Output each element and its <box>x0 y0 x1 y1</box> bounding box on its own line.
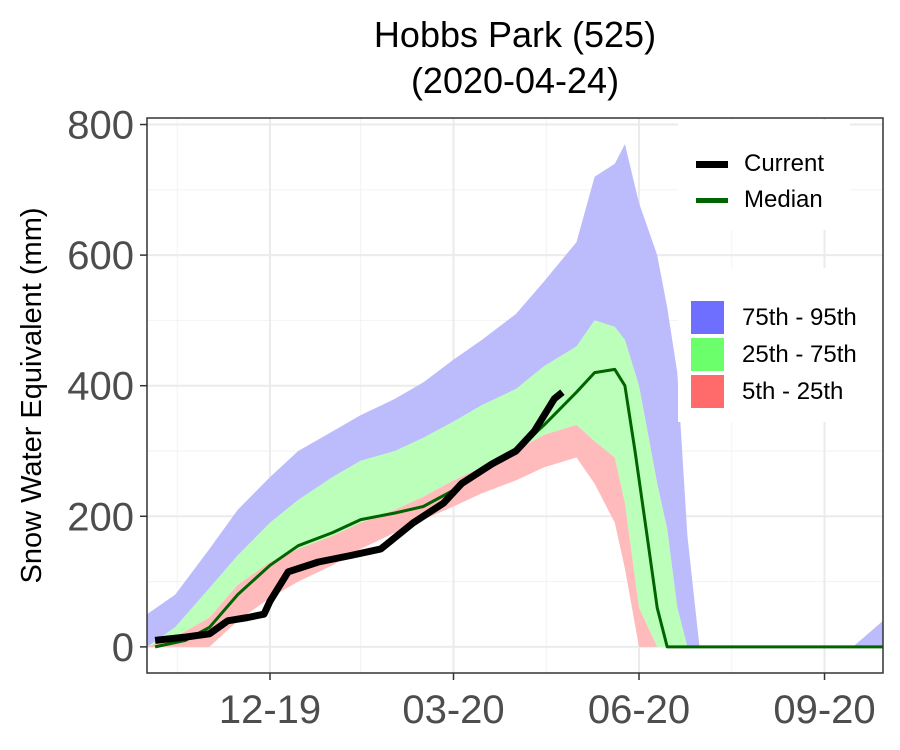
chart-title: Hobbs Park (525) <box>373 14 657 55</box>
legend-label-p25-p75: 25th - 75th <box>742 340 857 368</box>
legend-item-p25-p75: 25th - 75th <box>691 338 857 371</box>
legend-key-p25-p75 <box>691 338 724 371</box>
legend-label-current: Current <box>744 150 825 177</box>
x-tick-label: 03-20 <box>402 688 504 732</box>
legend-key-p5-p25 <box>691 375 724 408</box>
y-tick-label: 400 <box>67 365 134 409</box>
y-tick-label: 0 <box>112 626 134 670</box>
y-tick-label: 200 <box>67 495 134 539</box>
legend-item-current: Current <box>696 150 824 178</box>
y-tick-label: 800 <box>67 104 134 148</box>
legend-item-median: Median <box>696 186 823 214</box>
x-tick-label: 09-20 <box>773 688 875 732</box>
legend-label-p75-p95: 75th - 95th <box>742 303 857 331</box>
legend-key-current <box>696 160 728 168</box>
line-legend: Current Median <box>678 120 850 230</box>
legend-key-median <box>696 197 728 203</box>
legend-item-p75-p95: 75th - 95th <box>691 301 857 334</box>
legend-item-p5-p25: 5th - 25th <box>691 375 843 408</box>
x-tick-label: 06-20 <box>588 688 690 732</box>
chart-subtitle: (2020-04-24) <box>410 60 620 101</box>
y-tick-label: 600 <box>67 234 134 278</box>
y-axis-label: Snow Water Equivalent (mm) <box>16 207 48 583</box>
legend-label-p5-p25: 5th - 25th <box>742 377 844 405</box>
x-tick-label: 12-19 <box>219 688 321 732</box>
legend-label-median: Median <box>744 186 823 213</box>
band-legend: 75th - 95th 25th - 75th 5th - 25th <box>678 268 882 422</box>
legend-key-p75-p95 <box>691 301 724 334</box>
plot-border <box>146 117 884 674</box>
current-line <box>154 389 565 644</box>
